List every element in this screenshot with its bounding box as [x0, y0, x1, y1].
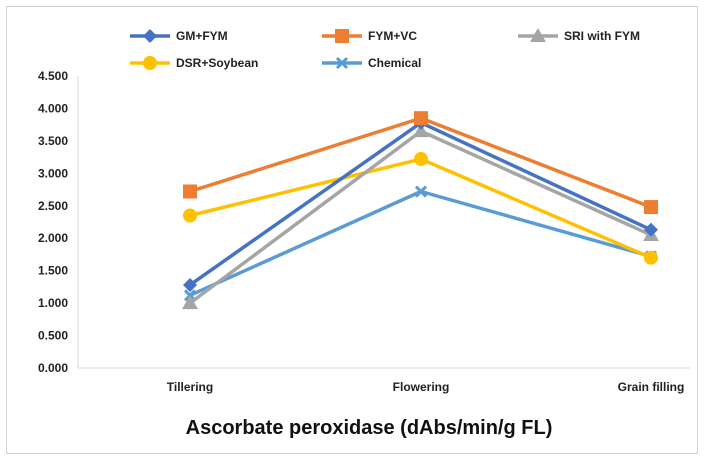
data-point: [414, 111, 428, 126]
data-point: [413, 123, 429, 138]
y-tick-label: 4.000: [38, 101, 68, 115]
legend-label: DSR+Soybean: [176, 56, 258, 70]
legend-label: FYM+VC: [368, 29, 417, 43]
legend-marker: [335, 29, 349, 43]
legend: GM+FYM FYM+VC SRI with FYM DSR+Soybean Chemi…: [130, 28, 640, 70]
y-tick-label: 0.000: [38, 361, 68, 375]
y-tick-label: 3.000: [38, 166, 68, 180]
legend-marker: [335, 56, 349, 70]
data-point: [183, 184, 197, 199]
x-tick-label: Flowering: [393, 380, 450, 394]
y-tick-label: 0.500: [38, 329, 68, 343]
y-tick-label: 1.500: [38, 264, 68, 278]
series-dsr-soybean: [183, 152, 658, 265]
legend-marker: [143, 56, 157, 70]
x-axis-title: Ascorbate peroxidase (dAbs/min/g FL): [186, 417, 553, 439]
data-point: [182, 295, 198, 310]
y-tick-label: 2.000: [38, 231, 68, 245]
data-point: [414, 152, 428, 167]
legend-label: Chemical: [368, 56, 421, 70]
legend-label: SRI with FYM: [564, 29, 640, 43]
x-tick-label: Tillering: [167, 380, 213, 394]
legend-item: SRI with FYM: [518, 28, 640, 43]
y-tick-label: 4.500: [38, 69, 68, 83]
legend-item: GM+FYM: [130, 29, 228, 43]
data-point: [644, 222, 658, 237]
series-sri-with-fym: [182, 123, 659, 310]
legend-item: FYM+VC: [322, 29, 417, 43]
y-tick-label: 3.500: [38, 134, 68, 148]
data-point: [644, 250, 658, 265]
legend-item: DSR+Soybean: [130, 56, 258, 70]
y-tick-label: 1.000: [38, 296, 68, 310]
data-point: [414, 185, 428, 198]
series-fym-vc: [183, 111, 658, 215]
legend-marker: [143, 29, 157, 43]
x-axis: Tillering Flowering Grain filling: [78, 367, 690, 394]
legend-item: Chemical: [322, 56, 421, 70]
series-line: [189, 157, 652, 260]
y-axis: 0.000 0.500 1.000 1.500 2.000 2.500 3.000 3.500…: [38, 69, 79, 375]
data-point: [183, 208, 197, 223]
x-tick-label: Grain filling: [618, 380, 685, 394]
legend-label: GM+FYM: [176, 29, 228, 43]
series-lines: [182, 111, 659, 310]
data-point: [644, 200, 658, 215]
series-line: [189, 189, 652, 297]
data-point: [183, 277, 197, 292]
legend-marker: [530, 28, 546, 42]
y-tick-label: 2.500: [38, 199, 68, 213]
